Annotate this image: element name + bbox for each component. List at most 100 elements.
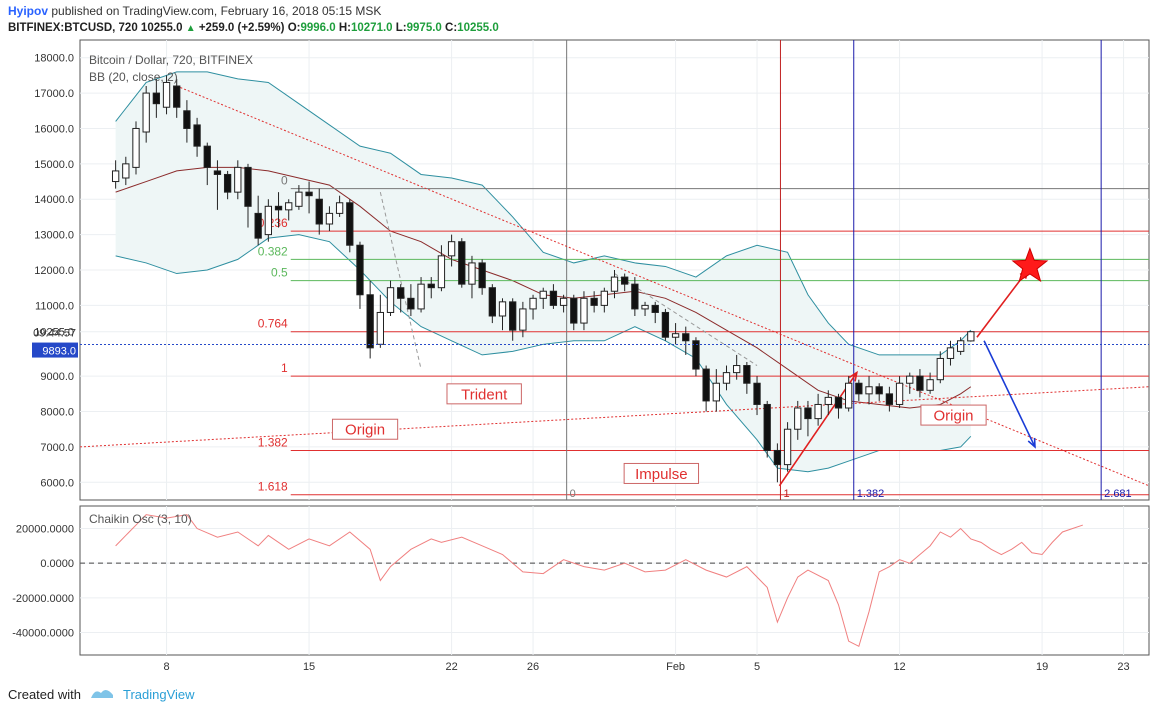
y-tick-label: 18000.0 bbox=[34, 53, 74, 65]
time-fib-label: 1 bbox=[783, 488, 789, 500]
tradingview-brand[interactable]: TradingView bbox=[122, 687, 195, 702]
candle-up bbox=[814, 403, 822, 420]
annotation-label: Origin bbox=[934, 408, 974, 425]
x-tick-label: 12 bbox=[893, 661, 905, 673]
candle-up bbox=[865, 386, 873, 395]
y-tick-label: 10255.0 bbox=[34, 327, 74, 339]
y-tick-label: 17000.0 bbox=[34, 88, 74, 100]
candle-down bbox=[366, 294, 374, 349]
x-tick-label: 15 bbox=[303, 661, 315, 673]
tradingview-logo-icon[interactable] bbox=[89, 686, 115, 703]
target-down-arrow-head bbox=[1027, 437, 1036, 449]
candle-up bbox=[122, 163, 130, 179]
candle-down bbox=[274, 205, 283, 211]
candle-down bbox=[427, 283, 435, 289]
candle-up bbox=[895, 382, 904, 405]
candle-down bbox=[315, 198, 323, 225]
candle-down bbox=[488, 287, 496, 317]
candle-up bbox=[539, 290, 547, 299]
candle-up bbox=[600, 290, 608, 306]
x-tick-label: Feb bbox=[666, 661, 685, 673]
candle-up bbox=[417, 283, 425, 310]
candle-up bbox=[845, 382, 853, 409]
candle-down bbox=[834, 396, 843, 409]
target-down-arrow bbox=[983, 340, 1036, 448]
x-tick-label: 19 bbox=[1036, 661, 1048, 673]
author-name[interactable]: Hyipov bbox=[8, 4, 49, 18]
candle-up bbox=[956, 340, 965, 352]
candle-up bbox=[386, 287, 395, 313]
osc-title: Chaikin Osc (3, 10) bbox=[89, 512, 192, 526]
created-with-text: Created with bbox=[8, 687, 81, 702]
last-price: 10255.0 bbox=[140, 22, 183, 34]
candle-down bbox=[356, 244, 364, 296]
candle-down bbox=[743, 365, 751, 384]
candle-down bbox=[183, 110, 191, 129]
bb-fill bbox=[115, 71, 971, 472]
annotation-label: Impulse bbox=[635, 466, 688, 483]
impulse-arrow bbox=[778, 372, 858, 487]
osc-y-tick-label: -20000.0000 bbox=[12, 593, 74, 605]
annotation-box bbox=[446, 383, 522, 405]
time-fib-label: 2.681 bbox=[1104, 488, 1132, 500]
candle-down bbox=[152, 92, 161, 105]
y-tick-label: 11000.0 bbox=[35, 300, 74, 312]
low-value: 9975.0 bbox=[406, 22, 442, 34]
annotation-label: Origin bbox=[345, 422, 385, 439]
candle-up bbox=[967, 331, 975, 342]
candle-down bbox=[621, 276, 629, 285]
projection-dashed-line bbox=[379, 192, 422, 370]
fib-level-label: 0.236 bbox=[258, 216, 288, 230]
candle-down bbox=[549, 290, 558, 306]
fib-level-label: 0.382 bbox=[258, 244, 288, 258]
candle-up bbox=[722, 372, 731, 384]
y-tick-label: 12000.0 bbox=[34, 265, 74, 277]
candle-up bbox=[264, 205, 273, 236]
candle-down bbox=[631, 283, 639, 310]
candle-up bbox=[794, 407, 802, 430]
candle-down bbox=[478, 262, 486, 289]
x-tick-label: 26 bbox=[527, 661, 539, 673]
candle-down bbox=[193, 124, 201, 147]
x-tick-label: 23 bbox=[1117, 661, 1129, 673]
high-value: 10271.0 bbox=[351, 22, 393, 34]
candle-up bbox=[783, 428, 792, 466]
ascending-trendline bbox=[79, 386, 1150, 448]
candle-down bbox=[173, 85, 181, 108]
candle-down bbox=[213, 170, 222, 175]
candle-up bbox=[712, 382, 720, 402]
candle-up bbox=[162, 81, 171, 108]
candle-up bbox=[111, 170, 120, 183]
candle-down bbox=[407, 297, 415, 310]
symbol-line: BITFINEX:BTCUSD, 720 10255.0 ▲ +259.0 (+… bbox=[8, 22, 499, 34]
candle-down bbox=[244, 166, 252, 207]
candle-down bbox=[397, 287, 405, 299]
candle-down bbox=[804, 407, 812, 420]
time-fib-label: 1.382 bbox=[857, 488, 885, 500]
y-tick-label: 14000.0 bbox=[34, 194, 74, 206]
time-fib-label: 0 bbox=[570, 488, 576, 500]
candle-down bbox=[916, 375, 924, 391]
candle-up bbox=[142, 92, 150, 133]
annotation-box bbox=[623, 462, 700, 484]
candle-up bbox=[926, 379, 934, 391]
fib-level-label: 1 bbox=[281, 361, 288, 375]
close-label: C: bbox=[445, 22, 458, 34]
osc-y-tick-label: -40000.0000 bbox=[12, 627, 74, 639]
annotation-label: Trident bbox=[461, 386, 508, 403]
low-label: L: bbox=[395, 22, 407, 34]
candle-down bbox=[590, 297, 598, 306]
fib-level-label: 0 bbox=[281, 174, 288, 188]
candle-down bbox=[692, 340, 700, 370]
y-tick-label: 16000.0 bbox=[34, 123, 74, 135]
candle-down bbox=[773, 449, 782, 466]
candle-up bbox=[529, 297, 537, 310]
impulse-arrow-head bbox=[848, 370, 858, 382]
fib-level-label: 1.618 bbox=[258, 480, 288, 494]
candle-up bbox=[468, 262, 476, 285]
symbol-label: BITFINEX:BTCUSD, 720 bbox=[8, 22, 138, 34]
candle-down bbox=[763, 403, 771, 451]
y-tick-label: 15000.0 bbox=[34, 159, 74, 171]
candle-down bbox=[223, 173, 232, 193]
